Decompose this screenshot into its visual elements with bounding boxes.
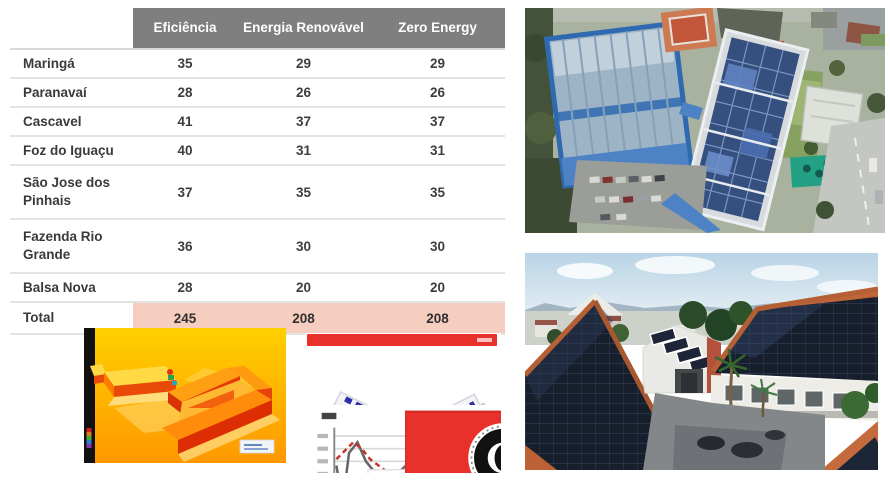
row-label: Cascavel xyxy=(10,107,133,137)
cell-value: 35 xyxy=(237,165,370,220)
cell-value: 28 xyxy=(133,273,237,303)
corner-cell xyxy=(10,8,133,50)
mini-slide-thumbnail xyxy=(305,333,501,473)
houses-top-right xyxy=(811,8,885,50)
palm-trees xyxy=(714,348,778,418)
thermal-illustration xyxy=(84,328,286,463)
walkways-blue xyxy=(661,102,721,233)
watermark-box xyxy=(239,439,275,454)
table-row-foz-do-iguacu: Foz do Iguaçu 40 31 31 xyxy=(10,136,505,166)
cell-value: 36 xyxy=(133,219,237,274)
aerial-photo-illustration xyxy=(525,8,885,233)
cell-value: 30 xyxy=(237,219,370,274)
rooftop-photo-solar-panels xyxy=(525,253,878,470)
thermal-building-left xyxy=(90,364,177,406)
cell-value: 28 xyxy=(133,78,237,108)
cell-value: 30 xyxy=(370,219,505,274)
cell-value: 37 xyxy=(370,107,505,137)
banner-text-chip xyxy=(477,338,492,342)
color-scale-bar xyxy=(84,328,95,463)
table-row-sao-jose-dos-pinhais: São Jose dos Pinhais 37 35 35 xyxy=(10,165,505,220)
row-label: Maringá xyxy=(10,49,133,79)
cell-value: 40 xyxy=(133,136,237,166)
cell-value: 31 xyxy=(370,136,505,166)
solar-roof-building xyxy=(679,27,810,232)
rooftop-photo-illustration xyxy=(525,253,878,470)
row-label: Paranavaí xyxy=(10,78,133,108)
chart-legend xyxy=(367,469,424,473)
cell-value: 20 xyxy=(237,273,370,303)
table-row-balsa-nova: Balsa Nova 28 20 20 xyxy=(10,273,505,303)
thermal-simulation-image xyxy=(84,328,286,463)
col-header-eficiencia: Eficiência xyxy=(133,8,237,50)
sawtooth-building xyxy=(642,324,721,394)
row-label: Foz do Iguaçu xyxy=(10,136,133,166)
tree-strip-left xyxy=(525,8,577,233)
mini-slide-red-banner xyxy=(307,334,497,346)
row-label: Fazenda Rio Grande xyxy=(10,219,133,274)
sports-court xyxy=(660,8,718,53)
table-row-cascavel: Cascavel 41 37 37 xyxy=(10,107,505,137)
row-label: São Jose dos Pinhais xyxy=(10,165,133,220)
red-logo-card xyxy=(405,410,501,473)
cell-value: 26 xyxy=(370,78,505,108)
courtyard xyxy=(643,393,825,470)
cell-value: 26 xyxy=(237,78,370,108)
cell-value: 35 xyxy=(370,165,505,220)
cell-value: 37 xyxy=(237,107,370,137)
thermal-building-main xyxy=(162,366,280,462)
cell-value: 20 xyxy=(370,273,505,303)
clouds xyxy=(557,256,877,294)
aerial-photo-school-solar xyxy=(525,8,885,233)
cell-value: 29 xyxy=(237,49,370,79)
cell-value: 41 xyxy=(133,107,237,137)
cell-value: 31 xyxy=(237,136,370,166)
cell-value: 35 xyxy=(133,49,237,79)
col-header-energia-renovavel: Energia Renovável xyxy=(237,8,370,50)
total-value: 208 xyxy=(370,302,505,335)
cell-value: 29 xyxy=(370,49,505,79)
cell-value: 37 xyxy=(133,165,237,220)
table-row-fazenda-rio-grande: Fazenda Rio Grande 36 30 30 xyxy=(10,219,505,274)
row-label: Balsa Nova xyxy=(10,273,133,303)
table-row-maringa: Maringá 35 29 29 xyxy=(10,49,505,79)
col-header-zero-energy: Zero Energy xyxy=(370,8,505,50)
parking-lot xyxy=(569,160,707,230)
results-table: Eficiência Energia Renovável Zero Energy… xyxy=(10,8,505,335)
table-row-paranavai: Paranavaí 28 26 26 xyxy=(10,78,505,108)
header-row: Eficiência Energia Renovável Zero Energy xyxy=(10,8,505,50)
